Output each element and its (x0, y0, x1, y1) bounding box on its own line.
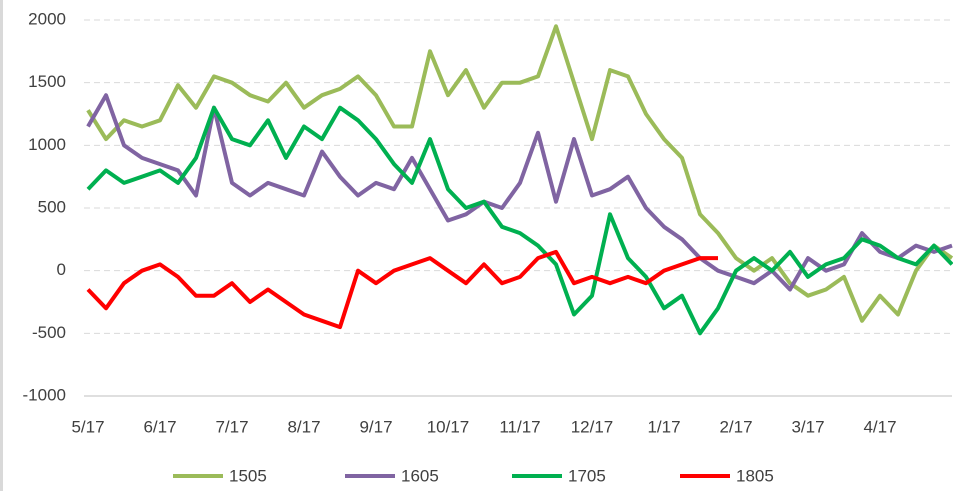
series-line (86, 93, 953, 292)
legend-label: 1605 (401, 466, 439, 485)
legend-label: 1805 (736, 466, 774, 485)
frame-edge (0, 0, 3, 491)
x-tick-label: 8/17 (287, 417, 320, 436)
x-tick-label: 1/17 (647, 417, 680, 436)
y-tick-label: 500 (38, 197, 66, 216)
x-tick-label: 4/17 (863, 417, 896, 436)
series-line (86, 24, 953, 323)
y-tick-label: 0 (57, 260, 66, 279)
legend-label: 1705 (568, 466, 606, 485)
series-line (86, 105, 953, 336)
y-tick-label: 2000 (28, 9, 66, 28)
y-tick-label: -1000 (23, 385, 66, 404)
x-tick-label: 5/17 (71, 417, 104, 436)
y-tick-label: 1500 (28, 72, 66, 91)
x-tick-label: 12/17 (571, 417, 614, 436)
x-tick-label: 7/17 (215, 417, 248, 436)
y-tick-label: -500 (32, 323, 66, 342)
x-tick-label: 11/17 (499, 417, 540, 436)
x-tick-label: 6/17 (143, 417, 176, 436)
y-tick-label: 1000 (28, 135, 66, 154)
x-tick-label: 10/17 (427, 417, 470, 436)
x-tick-label: 9/17 (359, 417, 392, 436)
series-line (86, 249, 718, 330)
legend-label: 1505 (229, 466, 267, 485)
x-tick-label: 3/17 (791, 417, 824, 436)
x-tick-label: 2/17 (719, 417, 752, 436)
